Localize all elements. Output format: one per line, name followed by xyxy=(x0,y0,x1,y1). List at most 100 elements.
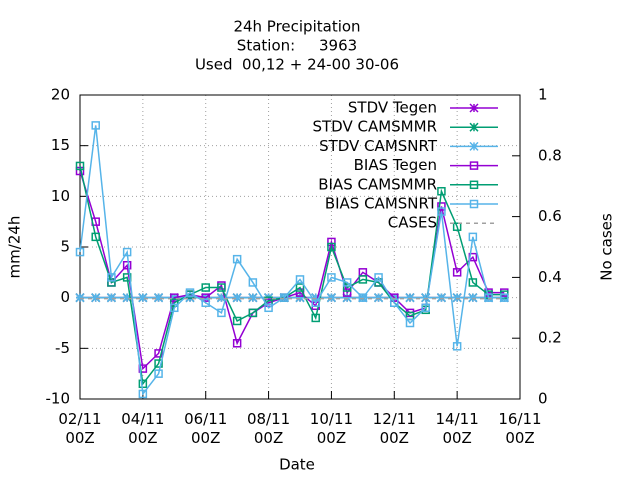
chart-title: 24h Precipitation xyxy=(233,18,360,36)
point-marker xyxy=(311,293,321,303)
point-marker xyxy=(91,293,101,303)
point-marker xyxy=(170,298,179,307)
legend-marker xyxy=(469,199,479,209)
legend-label: STDV CAMSNRT xyxy=(319,137,438,155)
point-marker xyxy=(91,121,100,130)
point-marker xyxy=(201,293,210,302)
legend-label: CASES xyxy=(388,214,437,232)
y2-tick-label: 0.6 xyxy=(538,207,562,225)
point-marker xyxy=(201,298,210,307)
point-marker xyxy=(311,313,320,323)
point-marker xyxy=(122,260,132,270)
y2-tick-label: 0.8 xyxy=(538,146,562,164)
point-marker xyxy=(264,303,273,313)
point-marker xyxy=(75,161,85,171)
y-tick-label: -5 xyxy=(55,339,70,357)
point-marker xyxy=(295,275,305,284)
point-marker xyxy=(468,293,478,303)
y2-tick-label: 0 xyxy=(538,390,548,408)
legend-label: BIAS CAMSNRT xyxy=(325,195,438,213)
y-tick-label: 5 xyxy=(60,238,70,256)
chart-subtitle: Used 00,12 + 24-00 30-06 xyxy=(195,56,399,74)
point-marker xyxy=(138,389,148,399)
point-marker xyxy=(358,275,368,284)
y-axis-label: mm/24h xyxy=(6,216,24,279)
point-marker xyxy=(248,293,258,303)
point-marker xyxy=(232,316,242,326)
point-marker xyxy=(342,288,352,297)
point-marker xyxy=(327,273,336,282)
point-marker xyxy=(217,308,226,318)
point-marker xyxy=(342,283,352,292)
legend-label: STDV CAMSMMR xyxy=(312,118,437,136)
x-tick-label: 02/11 00Z xyxy=(58,410,101,447)
point-marker xyxy=(436,293,446,303)
series-line xyxy=(79,165,505,386)
point-marker xyxy=(232,293,242,303)
point-marker xyxy=(75,293,85,303)
x-tick-label: 08/11 00Z xyxy=(247,410,290,447)
point-marker xyxy=(437,202,446,211)
point-marker xyxy=(280,293,289,302)
point-marker xyxy=(154,293,164,303)
point-marker xyxy=(327,242,336,252)
point-marker xyxy=(452,268,462,277)
point-marker xyxy=(452,293,462,303)
legend-label: STDV Tegen xyxy=(348,99,437,117)
point-marker xyxy=(232,339,242,348)
point-marker xyxy=(185,288,195,297)
y-tick-label: 10 xyxy=(51,187,70,205)
point-marker xyxy=(437,187,446,196)
point-marker xyxy=(201,283,210,292)
point-marker xyxy=(154,359,163,368)
point-marker xyxy=(107,273,116,282)
legend-marker xyxy=(469,161,479,170)
x-axis-label: Date xyxy=(279,456,315,474)
point-marker xyxy=(217,283,226,292)
point-marker xyxy=(500,293,509,302)
legend-marker xyxy=(469,180,479,190)
point-marker xyxy=(437,207,446,216)
point-marker xyxy=(248,308,258,318)
series-line xyxy=(79,125,505,396)
x-tick-label: 04/11 00Z xyxy=(121,410,164,447)
legend-marker xyxy=(469,122,479,132)
point-marker xyxy=(374,273,383,282)
legend-marker xyxy=(469,141,479,151)
point-marker xyxy=(216,293,226,303)
point-marker xyxy=(468,278,478,287)
legend-marker xyxy=(469,103,479,113)
point-marker xyxy=(342,293,352,303)
point-marker xyxy=(107,278,116,287)
series xyxy=(75,121,509,399)
point-marker xyxy=(122,247,132,257)
x-tick-label: 16/11 00Z xyxy=(498,410,541,447)
y2-tick-label: 0.2 xyxy=(538,329,562,347)
y-tick-label: 15 xyxy=(51,136,70,154)
point-marker xyxy=(342,278,352,287)
chart-subtitle: Station: 3963 xyxy=(237,37,357,55)
legend-label: BIAS CAMSMMR xyxy=(318,175,437,193)
point-marker xyxy=(326,293,336,303)
point-marker xyxy=(170,303,179,313)
point-marker xyxy=(405,293,415,303)
y2-tick-label: 0.4 xyxy=(538,268,562,286)
x-tick-label: 06/11 00Z xyxy=(184,410,227,447)
point-marker xyxy=(75,247,85,257)
y2-axis-label: No cases xyxy=(598,213,616,281)
y2-tick-label: 1 xyxy=(538,86,548,104)
point-marker xyxy=(248,278,258,287)
point-marker xyxy=(374,293,384,303)
point-marker xyxy=(122,293,132,303)
x-tick-label: 14/11 00Z xyxy=(436,410,479,447)
point-marker xyxy=(106,293,116,303)
point-marker xyxy=(154,369,163,378)
point-marker xyxy=(170,293,179,302)
point-marker xyxy=(452,222,462,231)
point-marker xyxy=(358,293,368,302)
point-marker xyxy=(295,283,305,292)
point-marker xyxy=(405,318,415,328)
point-marker xyxy=(232,254,242,264)
y-tick-label: -10 xyxy=(46,390,71,408)
